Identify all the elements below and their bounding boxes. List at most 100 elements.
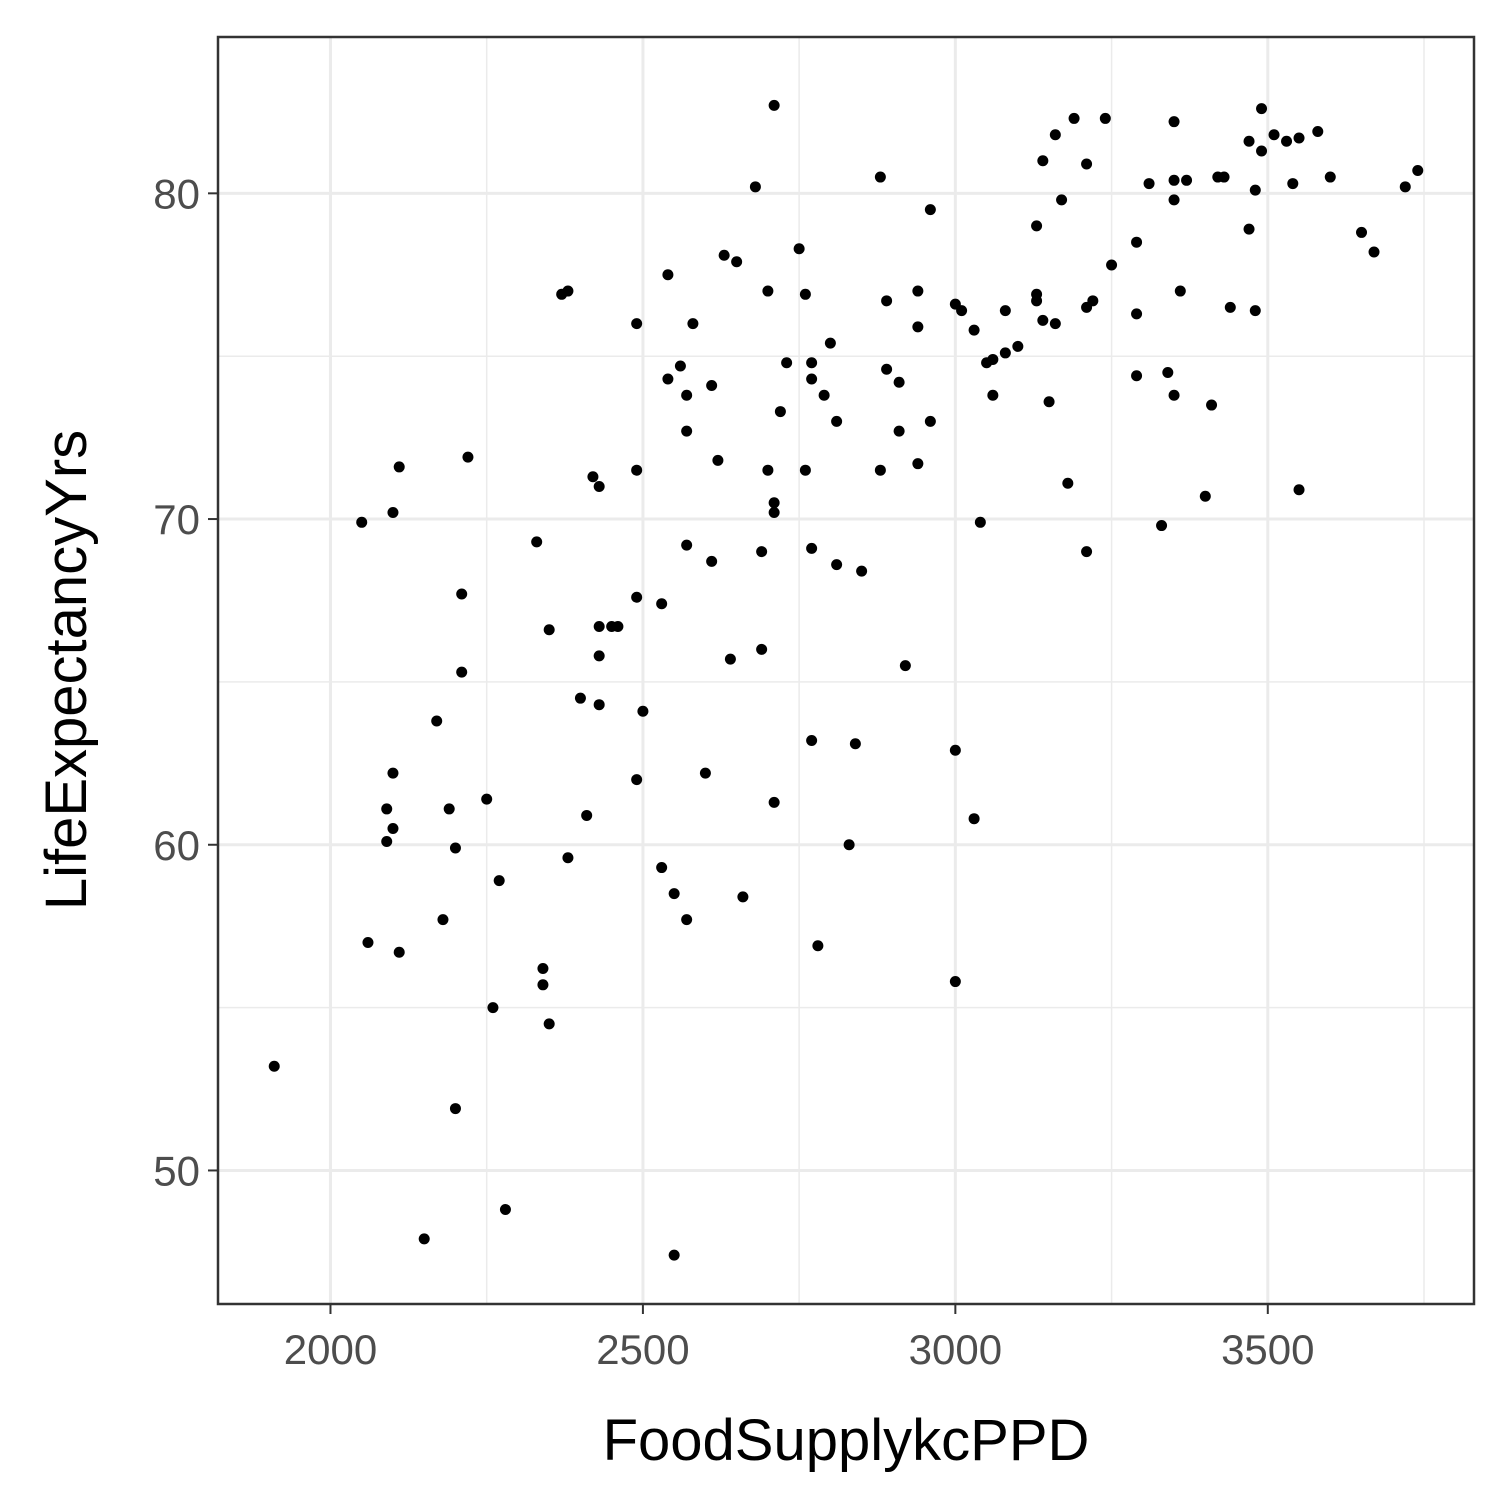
data-point	[268, 1060, 280, 1072]
data-point	[1131, 308, 1143, 320]
data-point	[1131, 236, 1143, 248]
data-point	[718, 249, 730, 261]
data-point	[1312, 125, 1324, 137]
data-point	[874, 464, 886, 476]
data-point	[824, 337, 836, 349]
data-point	[737, 891, 749, 903]
data-point	[949, 976, 961, 988]
data-point	[1218, 171, 1230, 183]
data-point	[912, 285, 924, 297]
data-point	[1087, 295, 1099, 307]
y-tick-label: 80	[153, 170, 200, 217]
data-point	[1049, 318, 1061, 330]
data-point	[443, 803, 455, 815]
data-point	[731, 256, 743, 268]
data-point	[1224, 301, 1236, 313]
data-point	[1068, 112, 1080, 124]
data-point	[874, 171, 886, 183]
data-point	[768, 497, 780, 509]
data-point	[987, 389, 999, 401]
data-point	[637, 705, 649, 717]
data-point	[1062, 477, 1074, 489]
data-point	[562, 852, 574, 864]
data-point	[481, 793, 493, 805]
data-point	[437, 914, 449, 926]
data-point	[1256, 103, 1268, 115]
data-point	[1106, 259, 1118, 271]
data-point	[1249, 305, 1261, 317]
data-point	[987, 353, 999, 365]
data-point	[1043, 396, 1055, 408]
data-point	[849, 738, 861, 750]
data-point	[1168, 116, 1180, 128]
data-point	[493, 875, 505, 887]
data-point	[456, 666, 468, 678]
data-point	[968, 324, 980, 336]
data-point	[681, 539, 693, 551]
data-point	[831, 559, 843, 571]
x-tick-label: 3000	[909, 1326, 1002, 1373]
data-point	[806, 357, 818, 369]
data-point	[831, 415, 843, 427]
data-point	[456, 588, 468, 600]
data-point	[1356, 226, 1368, 238]
data-point	[1206, 399, 1218, 411]
data-point	[1293, 484, 1305, 496]
data-point	[1162, 366, 1174, 378]
data-point	[668, 1249, 680, 1261]
data-point	[818, 389, 830, 401]
data-point	[631, 464, 643, 476]
data-point	[681, 425, 693, 437]
data-point	[856, 565, 868, 577]
data-point	[974, 516, 986, 528]
x-tick-label: 2500	[596, 1326, 689, 1373]
axes: 2000 2500 3000 3500 50 60 70 80	[153, 170, 1314, 1373]
data-point	[1399, 181, 1411, 193]
data-point	[806, 735, 818, 747]
data-point	[593, 650, 605, 662]
data-point	[793, 243, 805, 255]
data-point	[449, 842, 461, 854]
data-point	[587, 471, 599, 483]
data-point	[581, 809, 593, 821]
data-point	[924, 415, 936, 427]
data-point	[662, 269, 674, 281]
data-point	[1031, 220, 1043, 232]
data-point	[681, 914, 693, 926]
data-point	[1156, 520, 1168, 532]
data-point	[799, 288, 811, 300]
data-point	[774, 406, 786, 418]
data-point	[593, 480, 605, 492]
data-point	[912, 458, 924, 470]
data-point	[1281, 135, 1293, 147]
data-point	[999, 305, 1011, 317]
data-point	[1174, 285, 1186, 297]
data-point	[1249, 184, 1261, 196]
data-point	[681, 389, 693, 401]
data-point	[631, 591, 643, 603]
data-point	[1049, 129, 1061, 141]
data-point	[1056, 194, 1068, 206]
data-points	[268, 99, 1424, 1261]
x-axis-title: FoodSupplykcPPD	[603, 1408, 1090, 1473]
data-point	[806, 373, 818, 385]
panel-background	[218, 37, 1474, 1304]
data-point	[593, 621, 605, 633]
data-point	[756, 643, 768, 655]
data-point	[1168, 194, 1180, 206]
data-point	[756, 546, 768, 558]
data-point	[799, 464, 811, 476]
data-point	[706, 380, 718, 392]
data-point	[499, 1204, 511, 1216]
data-point	[1368, 246, 1380, 258]
data-point	[612, 621, 624, 633]
data-point	[362, 936, 374, 948]
data-point	[781, 357, 793, 369]
data-point	[662, 373, 674, 385]
data-point	[762, 464, 774, 476]
data-point	[1199, 490, 1211, 502]
data-point	[1293, 132, 1305, 144]
data-point	[1143, 178, 1155, 190]
data-point	[1031, 295, 1043, 307]
